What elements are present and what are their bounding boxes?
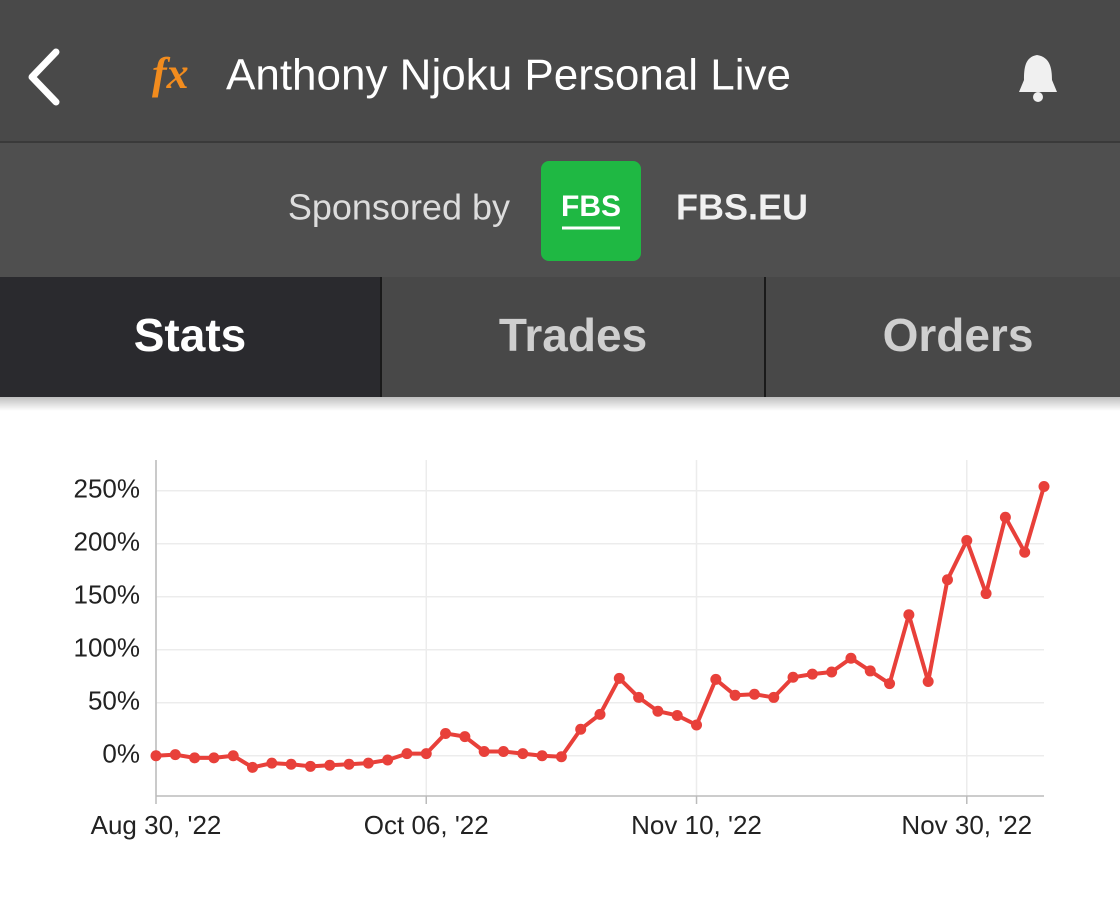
point [266,757,278,769]
point [208,752,220,764]
point [227,750,239,762]
tab[interactable]: Trades [499,309,647,361]
y-tick-label: 50% [88,686,140,716]
point [768,691,780,703]
point [575,723,587,735]
point [478,745,490,757]
point [1019,546,1031,558]
line [155,485,1046,770]
point [594,708,606,720]
point [884,678,896,690]
point [247,761,259,773]
point [189,752,201,764]
point [440,727,452,739]
point [980,588,992,600]
point [710,673,722,685]
point [459,731,471,743]
point [169,749,181,761]
title: Anthony Njoku Personal Live [226,51,791,100]
point [324,759,336,771]
y-tick-label: 100% [74,633,141,663]
point [671,709,683,721]
point [555,751,567,763]
point [864,665,876,677]
point [999,511,1011,523]
point [845,652,857,664]
point [304,760,316,772]
point [748,688,760,700]
point [691,719,703,731]
point [787,671,799,683]
point [1038,480,1050,492]
point [903,609,915,621]
point [536,750,548,762]
point [652,705,664,717]
point [150,750,162,762]
point [826,666,838,678]
bell-button[interactable] [1019,55,1057,102]
sponsor-logo-text: FBS [561,190,621,223]
header-bar [0,0,1120,142]
point [401,748,413,760]
point [729,689,741,701]
point [961,535,973,547]
sponsor-name: FBS.EU [676,187,808,228]
tab[interactable]: Stats [134,309,246,361]
x-tick-label: Nov 10, '22 [631,810,762,840]
point [613,672,625,684]
point [806,668,818,680]
point [420,748,432,760]
point [633,691,645,703]
tab[interactable]: Orders [883,309,1034,361]
sponsor-label: Sponsored by [288,187,510,228]
point [285,758,297,770]
point [362,757,374,769]
y-tick-label: 250% [74,474,141,504]
chart: 0% 50% 100% 150% 200% 250% Aug 30, '22 Oct 06, … [74,460,1050,840]
x-tick-label: Nov 30, '22 [901,810,1032,840]
sponsor-logo[interactable] [541,161,641,261]
point [343,758,355,770]
back-button[interactable] [28,48,60,106]
logo: fx [152,49,189,98]
x-tick-label: Aug 30, '22 [91,810,222,840]
y-tick-label: 150% [74,580,141,610]
shadow [0,397,1120,411]
point [941,574,953,586]
y-tick-label: 0% [102,739,140,769]
point [497,745,509,757]
x-tick-label: Oct 06, '22 [364,810,489,840]
point [382,754,394,766]
point [517,748,529,760]
y-tick-label: 200% [74,527,141,557]
point [922,676,934,688]
tab-active-bg [0,277,381,397]
